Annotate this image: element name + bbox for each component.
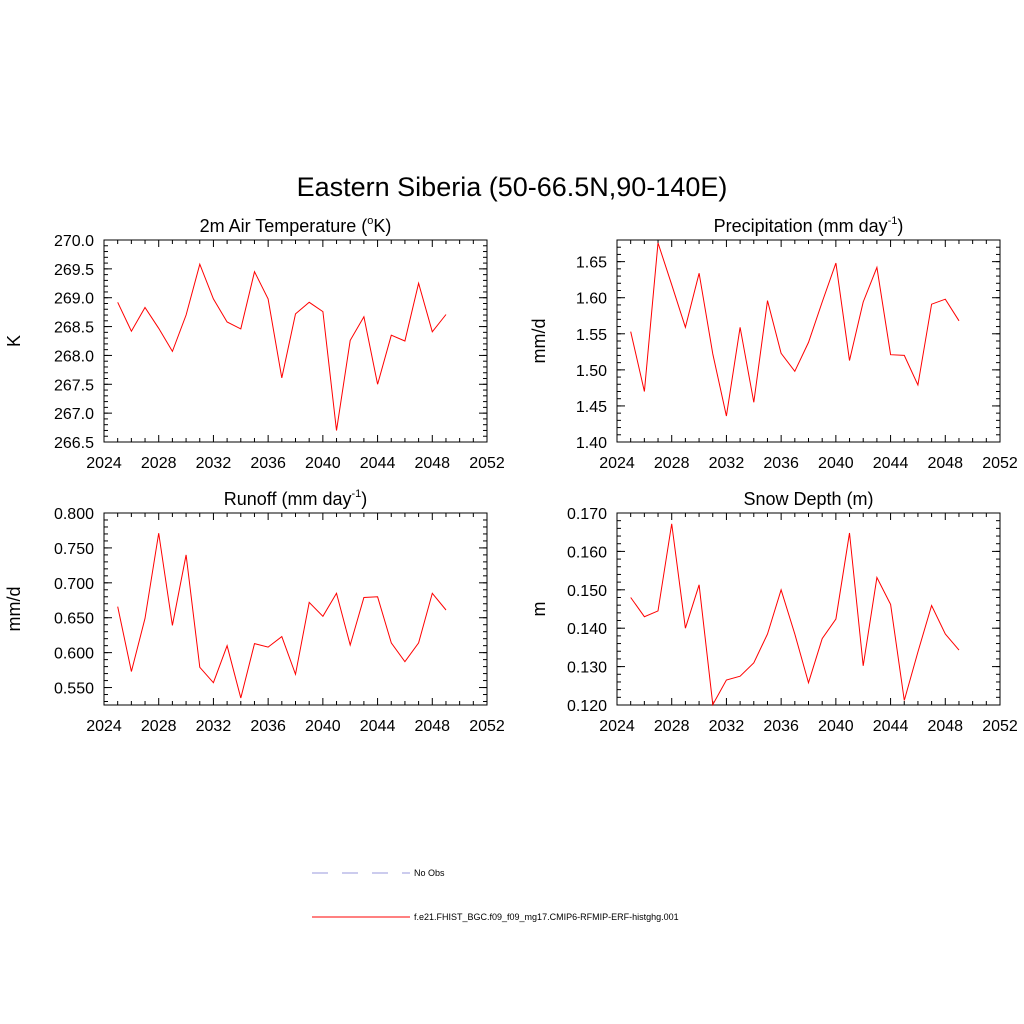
snow-depth-x-tick-label: 2052 — [982, 718, 1018, 735]
precipitation-y-tick-label: 1.60 — [576, 291, 607, 308]
runoff-y-tick-label: 0.650 — [54, 611, 94, 628]
temperature-x-tick-label: 2036 — [250, 455, 286, 472]
precipitation-x-tick-label: 2032 — [709, 455, 745, 472]
temperature-y-tick-label: 269.5 — [54, 262, 94, 279]
precipitation-panel-title: Precipitation (mm day-1) — [714, 215, 904, 236]
snow-depth-y-tick-label: 0.130 — [567, 660, 607, 677]
runoff-y-axis-label: mm/d — [4, 587, 24, 632]
snow-depth-x-tick-label: 2036 — [763, 718, 799, 735]
runoff-y-tick-label: 0.700 — [54, 576, 94, 593]
snow-depth-y-tick-label: 0.140 — [567, 621, 607, 638]
snow-depth-y-tick-label: 0.160 — [567, 544, 607, 561]
snow-depth-x-tick-label: 2040 — [818, 718, 854, 735]
snow-depth-y-tick-label: 0.120 — [567, 698, 607, 715]
runoff-y-tick-label: 0.750 — [54, 541, 94, 558]
runoff-x-tick-label: 2052 — [469, 718, 505, 735]
precipitation-y-tick-label: 1.65 — [576, 255, 607, 272]
precipitation-x-tick-label: 2048 — [927, 455, 963, 472]
legend-label: f.e21.FHIST_BGC.f09_f09_mg17.CMIP6-RFMIP… — [414, 912, 679, 922]
snow-depth-panel-title: Snow Depth (m) — [743, 489, 873, 509]
runoff-x-tick-label: 2040 — [305, 718, 341, 735]
temperature-x-tick-label: 2044 — [360, 455, 396, 472]
runoff-x-tick-label: 2028 — [141, 718, 177, 735]
legend-label: No Obs — [414, 868, 445, 878]
runoff-plot-frame — [103, 512, 488, 706]
temperature-y-tick-label: 269.0 — [54, 291, 94, 308]
temperature-y-tick-label: 268.0 — [54, 348, 94, 365]
panels: 2024 2028 2032 2036 2040 2044 2048 2052 266.5 267… — [4, 215, 1018, 735]
temperature-y-axis-label: K — [4, 335, 24, 347]
precipitation-y-axis-label: mm/d — [529, 319, 549, 364]
panel-temperature: 2024 2028 2032 2036 2040 2044 2048 2052 266.5 267… — [4, 215, 505, 472]
precipitation-x-tick-label: 2052 — [982, 455, 1018, 472]
precipitation-x-tick-label: 2040 — [818, 455, 854, 472]
temperature-x-tick-label: 2028 — [141, 455, 177, 472]
precipitation-x-tick-label: 2036 — [763, 455, 799, 472]
precipitation-series-line — [630, 242, 960, 417]
precipitation-x-tick-label: 2028 — [654, 455, 690, 472]
runoff-panel-title: Runoff (mm day-1) — [224, 488, 368, 509]
temperature-y-tick-label: 266.5 — [54, 435, 94, 452]
runoff-x-tick-label: 2048 — [414, 718, 450, 735]
temperature-panel-title: 2m Air Temperature (oK) — [200, 215, 392, 236]
temperature-y-tick-label: 267.0 — [54, 406, 94, 423]
figure-title: Eastern Siberia (50-66.5N,90-140E) — [297, 172, 728, 202]
temperature-y-tick-label: 267.5 — [54, 377, 94, 394]
runoff-series-line — [117, 533, 447, 699]
runoff-x-tick-label: 2024 — [86, 718, 122, 735]
temperature-x-tick-label: 2052 — [469, 455, 505, 472]
precipitation-x-tick-label: 2044 — [873, 455, 909, 472]
runoff-x-tick-label: 2044 — [360, 718, 396, 735]
snow-depth-x-tick-label: 2024 — [599, 718, 635, 735]
temperature-y-tick-label: 270.0 — [54, 233, 94, 250]
snow-depth-x-tick-label: 2044 — [873, 718, 909, 735]
precipitation-y-tick-label: 1.50 — [576, 363, 607, 380]
snow-depth-series-line — [630, 523, 960, 707]
temperature-x-tick-label: 2032 — [196, 455, 232, 472]
precipitation-y-tick-label: 1.45 — [576, 399, 607, 416]
runoff-y-tick-label: 0.550 — [54, 681, 94, 698]
precipitation-y-tick-label: 1.40 — [576, 435, 607, 452]
snow-depth-x-tick-label: 2048 — [927, 718, 963, 735]
precipitation-x-tick-label: 2024 — [599, 455, 635, 472]
runoff-y-tick-label: 0.800 — [54, 506, 94, 523]
temperature-plot-frame — [103, 239, 488, 443]
snow-depth-y-tick-label: 0.170 — [567, 506, 607, 523]
runoff-x-tick-label: 2032 — [196, 718, 232, 735]
temperature-x-tick-label: 2040 — [305, 455, 341, 472]
temperature-y-tick-label: 268.5 — [54, 320, 94, 337]
precipitation-y-tick-label: 1.55 — [576, 327, 607, 344]
runoff-y-tick-label: 0.600 — [54, 646, 94, 663]
temperature-series-line — [117, 262, 447, 431]
temperature-x-tick-label: 2024 — [86, 455, 122, 472]
snow-depth-y-axis-label: m — [529, 602, 549, 617]
runoff-x-tick-label: 2036 — [250, 718, 286, 735]
panel-runoff: 2024 2028 2032 2036 2040 2044 2048 2052 0.550 0.6… — [4, 488, 505, 735]
snow-depth-x-tick-label: 2032 — [709, 718, 745, 735]
snow-depth-y-tick-label: 0.150 — [567, 583, 607, 600]
panel-snow-depth: 2024 2028 2032 2036 2040 2044 2048 2052 0.120 0.1… — [529, 489, 1018, 735]
temperature-x-tick-label: 2048 — [414, 455, 450, 472]
legend: No Obs f.e21.FHIST_BGC.f09_f09_mg17.CMIP6… — [312, 868, 679, 922]
snow-depth-x-tick-label: 2028 — [654, 718, 690, 735]
panel-precipitation: 2024 2028 2032 2036 2040 2044 2048 2052 1.40 1.45… — [529, 215, 1018, 472]
